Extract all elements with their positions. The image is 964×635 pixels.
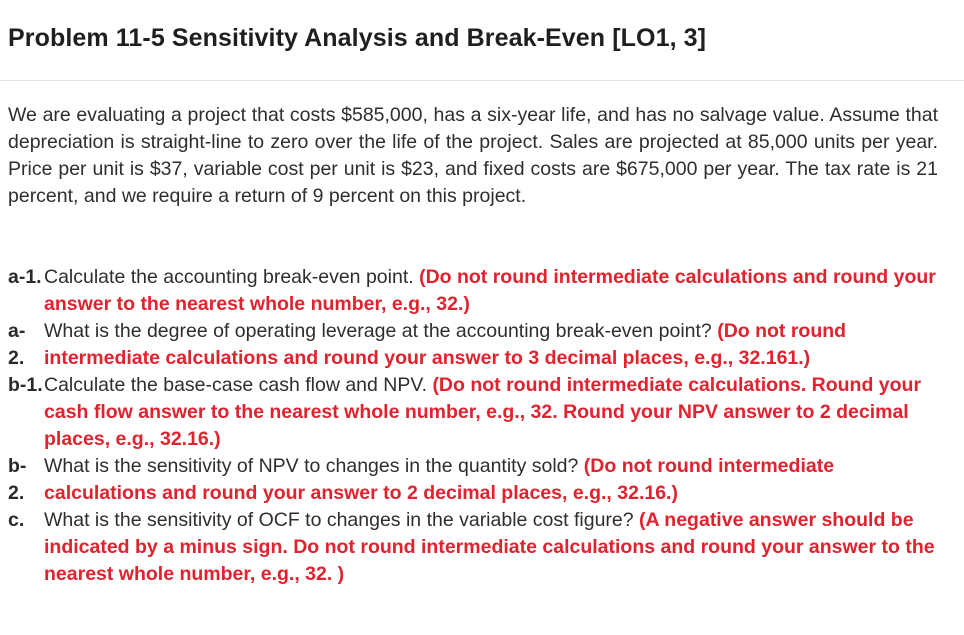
title-divider (0, 80, 964, 81)
problem-statement: We are evaluating a project that costs $… (8, 104, 938, 207)
question-list: a-1. Calculate the accounting break-even… (8, 264, 948, 588)
question-label: a-2. (8, 320, 26, 369)
question-instruction: (Do not round intermediate calculations … (44, 455, 835, 504)
question-instruction: (A negative answer should be indicated b… (44, 509, 935, 585)
question-instruction: (Do not round intermediate calculations.… (44, 374, 922, 450)
question-instruction: (Do not round intermediate calculations … (44, 320, 847, 369)
question-text: Calculate the accounting break-even poin… (44, 266, 414, 288)
question-label: b-2. (8, 455, 27, 504)
question-label: b-1. (8, 374, 43, 396)
question-text: What is the degree of operating leverage… (44, 320, 712, 342)
question-text: Calculate the base-case cash flow and NP… (44, 374, 428, 396)
question-a1: a-1. Calculate the accounting break-even… (8, 264, 948, 318)
question-text: What is the sensitivity of OCF to change… (44, 509, 634, 531)
question-text: What is the sensitivity of NPV to change… (44, 455, 579, 477)
question-b1: b-1. Calculate the base-case cash flow a… (8, 372, 948, 453)
question-b2: b-2. What is the sensitivity of NPV to c… (8, 453, 948, 507)
question-a2: a-2. What is the degree of operating lev… (8, 318, 948, 372)
question-instruction: (Do not round intermediate calculations … (44, 266, 936, 315)
question-label: a-1. (8, 266, 42, 288)
question-label: c. (8, 509, 25, 531)
question-c: c. What is the sensitivity of OCF to cha… (8, 507, 948, 588)
problem-title: Problem 11-5 Sensitivity Analysis and Br… (8, 24, 707, 52)
